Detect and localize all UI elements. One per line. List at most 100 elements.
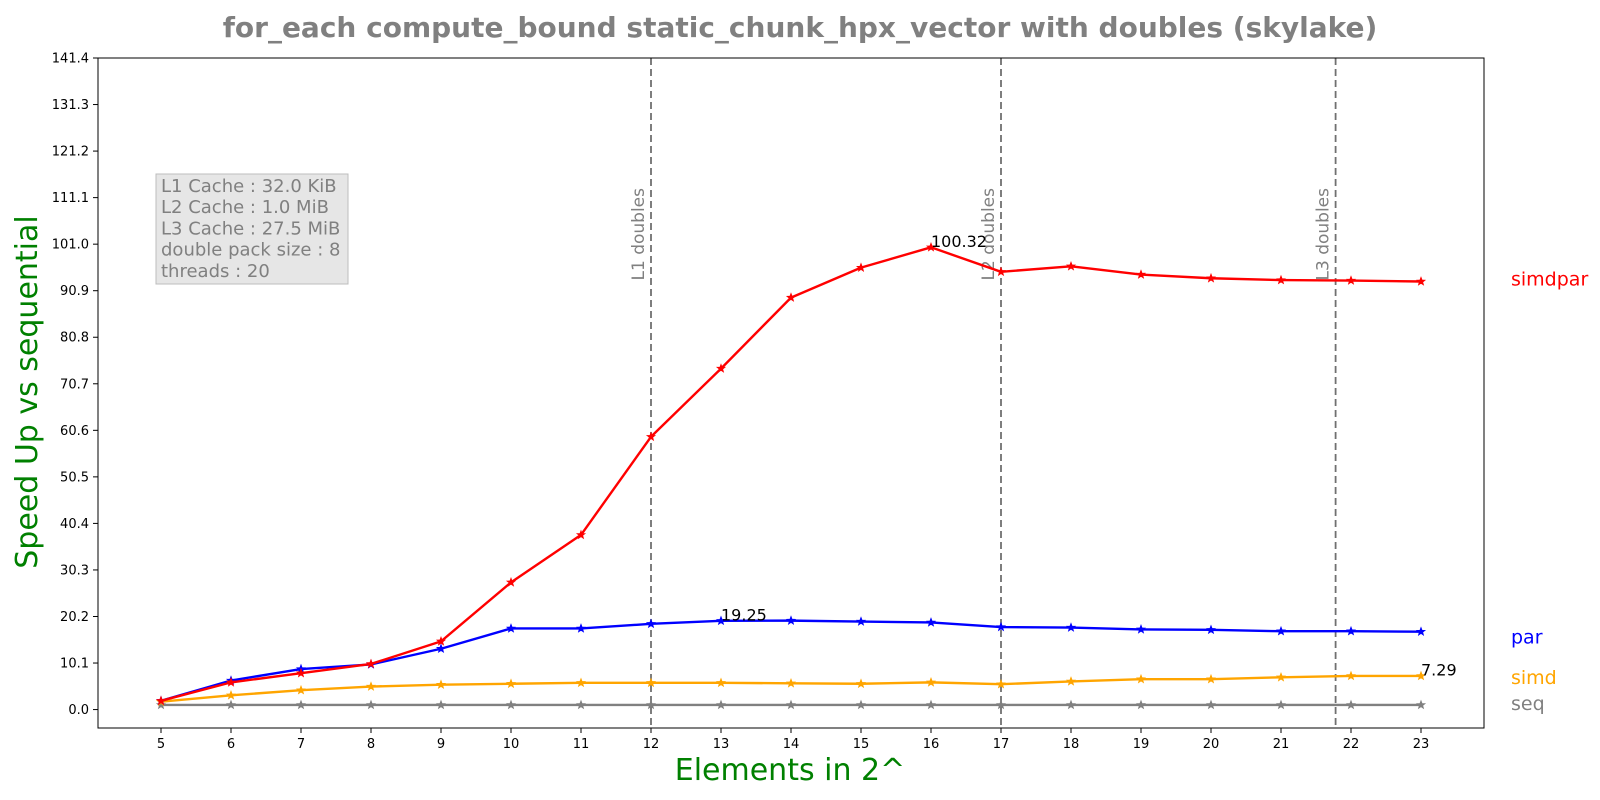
data-point-simdpar [365, 658, 377, 669]
data-point-seq [785, 699, 797, 710]
data-point-simdpar [645, 431, 657, 442]
x-tick-label: 6 [227, 737, 235, 752]
y-tick-label: 90.9 [60, 284, 89, 299]
y-tick-label: 40.4 [60, 517, 89, 532]
data-point-simd [1205, 673, 1217, 684]
data-point-simdpar [1275, 274, 1287, 285]
data-point-simd [365, 681, 377, 691]
data-point-simd [925, 677, 937, 687]
data-point-par [505, 623, 517, 633]
data-point-seq [1275, 699, 1287, 710]
series-simd [155, 670, 1427, 707]
y-tick-label: 101.0 [52, 238, 89, 253]
data-point-par [995, 621, 1007, 632]
y-tick-label: 0.0 [68, 703, 89, 718]
data-point-simdpar [855, 262, 867, 272]
data-point-par [1205, 624, 1217, 635]
data-point-simd [575, 677, 587, 688]
y-tick-label: 70.7 [60, 377, 89, 392]
x-tick-label: 17 [993, 737, 1010, 752]
x-axis-label: Elements in 2^ [675, 753, 905, 788]
data-point-par [1135, 624, 1147, 634]
data-point-simd [1065, 676, 1077, 686]
x-tick-label: 21 [1273, 737, 1290, 752]
data-point-seq [575, 699, 587, 710]
data-point-simdpar [995, 266, 1007, 277]
y-tick-label: 141.4 [52, 52, 89, 67]
x-tick-label: 20 [1203, 737, 1220, 752]
data-point-par [925, 617, 937, 627]
series-legend: simdpar par simd seq [1511, 268, 1588, 714]
x-tick-label: 18 [1063, 737, 1080, 752]
x-tick-label: 8 [367, 737, 375, 752]
data-point-seq [155, 699, 167, 710]
data-point-seq [1065, 699, 1077, 710]
x-tick-label: 12 [643, 737, 660, 752]
y-axis-label: Speed Up vs sequential [10, 215, 45, 568]
data-point-simd [1415, 670, 1427, 681]
cache-line-label: L3 doubles [1314, 188, 1334, 281]
series-line-simdpar [160, 246, 1422, 702]
data-point-seq [1135, 699, 1147, 710]
data-point-seq [645, 699, 657, 710]
data-point-par [645, 618, 657, 629]
y-tick-label: 20.2 [60, 610, 89, 625]
x-tick-label: 7 [297, 737, 305, 752]
y-axis-ticks: 0.0 10.1 20.2 30.3 40.4 50.5 60.6 70.7 80.8 90.9 1… [52, 52, 98, 718]
y-tick-label: 30.3 [60, 563, 89, 578]
cache-line-label: L1 doubles [629, 188, 649, 281]
series-lines [155, 241, 1427, 710]
x-tick-label: 14 [783, 737, 800, 752]
x-tick-label: 5 [157, 737, 165, 752]
data-point-simd [225, 689, 237, 700]
data-point-simd [855, 678, 867, 689]
data-point-simdpar [1415, 276, 1427, 286]
data-point-simdpar [1135, 269, 1147, 279]
data-point-simdpar [435, 636, 447, 646]
x-axis-ticks: 5 6 7 8 9 10 11 12 13 14 15 16 17 18 19 20 21 22 23 [157, 728, 1429, 752]
x-tick-label: 16 [923, 737, 940, 752]
data-point-seq [1415, 699, 1427, 710]
data-point-seq [995, 699, 1007, 710]
series-simdpar [155, 241, 1427, 706]
data-point-par [1345, 625, 1357, 636]
data-point-simdpar [785, 292, 797, 302]
data-point-seq [225, 699, 237, 710]
value-annotations: 100.32 19.25 7.29 [721, 232, 1457, 680]
plot-frame [97, 57, 1485, 729]
y-tick-label: 60.6 [60, 424, 89, 439]
data-point-par [855, 616, 867, 626]
data-point-simd [1275, 671, 1287, 682]
series-par [155, 615, 1427, 706]
x-tick-label: 15 [853, 737, 870, 752]
data-point-simd [435, 679, 447, 690]
y-tick-label: 111.1 [52, 191, 89, 206]
data-point-seq [925, 699, 937, 710]
data-point-par [435, 643, 447, 654]
data-point-simdpar [925, 241, 937, 252]
data-point-simdpar [715, 363, 727, 373]
data-point-seq [435, 699, 447, 710]
x-tick-label: 9 [437, 737, 445, 752]
cache-line-label: L2 doubles [979, 188, 999, 281]
data-point-par [785, 615, 797, 625]
cache-size-lines: L1 doubles L2 doubles L3 doubles [629, 58, 1337, 728]
data-point-simd [715, 677, 727, 688]
data-point-simdpar [295, 667, 307, 678]
data-point-simdpar [575, 529, 587, 540]
data-point-par [1415, 626, 1427, 637]
data-point-seq [855, 699, 867, 710]
y-tick-label: 131.3 [52, 98, 89, 113]
y-tick-label: 10.1 [60, 657, 89, 672]
data-point-simdpar [155, 695, 167, 706]
data-point-seq [1205, 699, 1217, 710]
info-box-line: L2 Cache : 1.0 MiB [161, 197, 329, 218]
data-point-simd [505, 678, 517, 689]
y-tick-label: 121.2 [52, 145, 89, 160]
legend-label-seq: seq [1511, 693, 1545, 715]
data-point-simd [1135, 673, 1147, 684]
x-tick-label: 23 [1413, 737, 1430, 752]
x-tick-label: 10 [503, 737, 520, 752]
